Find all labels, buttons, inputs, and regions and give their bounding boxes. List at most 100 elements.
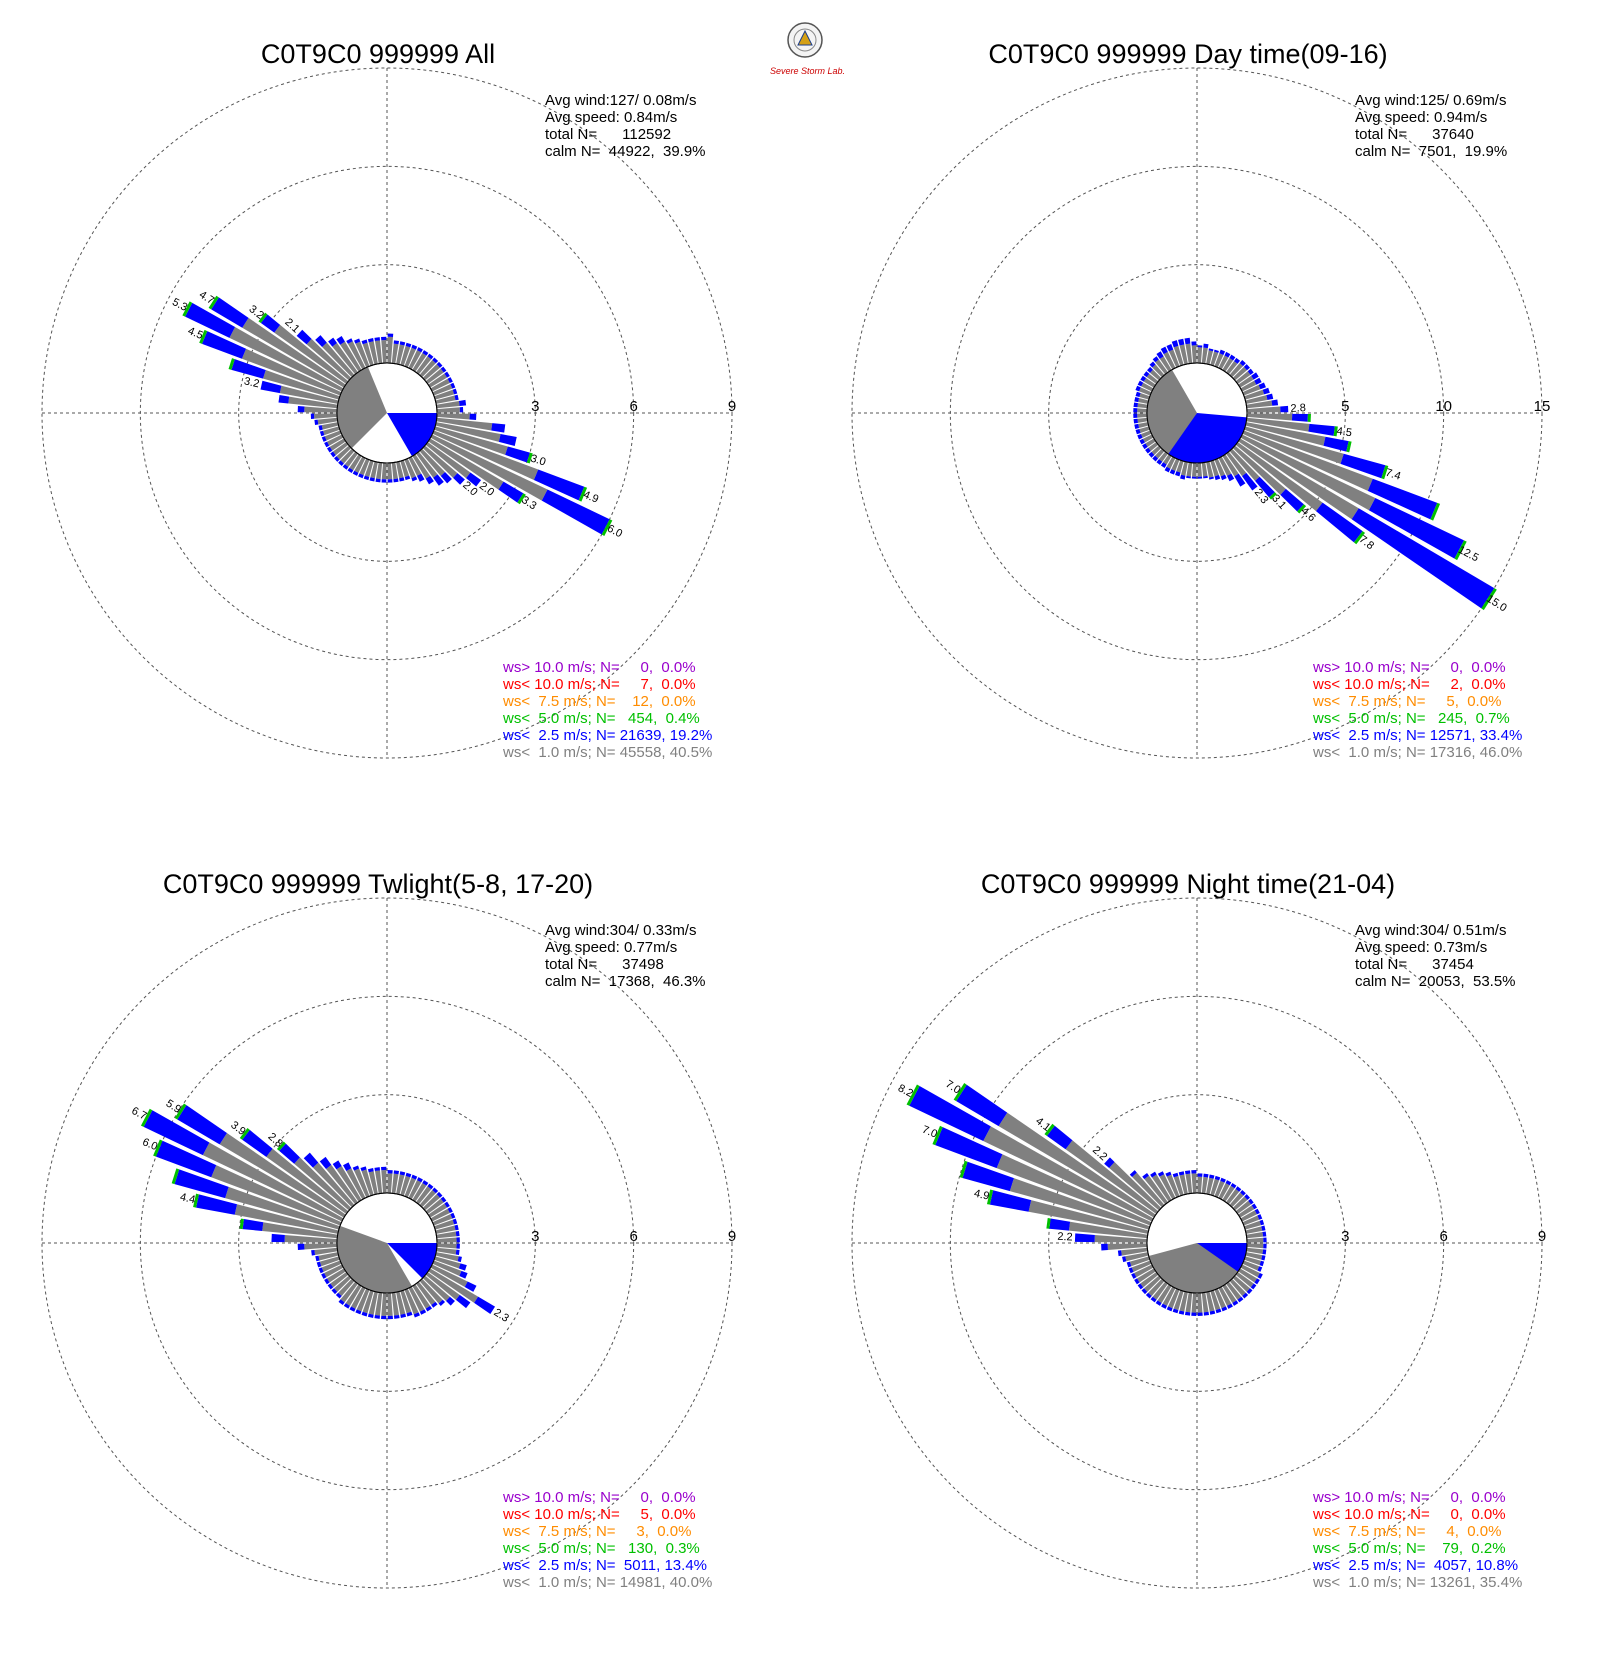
bar-slow: [364, 460, 374, 477]
bar-tip: [1046, 1218, 1051, 1229]
bar-slow: [1232, 1196, 1248, 1211]
stat-line: calm N= 7501, 19.9%: [1355, 143, 1507, 160]
bar-fast: [202, 331, 247, 359]
bar-fast: [455, 1249, 460, 1256]
bar-fast: [1251, 372, 1259, 380]
bar-tip: [953, 1083, 967, 1102]
bar-fast: [387, 333, 394, 338]
bar-fast: [1224, 351, 1231, 358]
bar-fast: [1133, 418, 1138, 424]
bar-fast: [1074, 1233, 1095, 1243]
bar-fast: [1149, 361, 1156, 368]
bar-fast: [454, 394, 459, 401]
bar-slow: [404, 1288, 419, 1315]
bar-slow: [1148, 1278, 1165, 1296]
bar-fast: [1316, 502, 1363, 543]
legend-entry: ws< 1.0 m/s; N= 14981, 40.0%: [502, 1574, 712, 1591]
bar-fast: [1160, 462, 1167, 468]
bar-slow: [376, 462, 383, 480]
bar-fast: [1226, 473, 1235, 482]
bar-fast: [343, 1162, 352, 1171]
bar-fast: [416, 473, 425, 482]
bar-fast: [311, 1249, 316, 1256]
bar-slow: [288, 396, 338, 409]
ring-label: 3: [531, 1228, 539, 1245]
wind-rose-panel-day: C0T9C0 999999 Day time(09-16) 5 10 15 2.8 4.5…: [810, 0, 1620, 830]
bar-fast: [1221, 1306, 1228, 1312]
bar-tip: [1346, 441, 1352, 453]
bar-fast: [1148, 451, 1155, 458]
bar-slow: [263, 370, 340, 400]
bar-fast: [1225, 1180, 1232, 1186]
bar-slow: [428, 438, 504, 490]
bar-slow: [1191, 1292, 1197, 1313]
bar-fast: [1140, 375, 1147, 382]
bar-slow: [241, 348, 342, 396]
bar-slow: [314, 1247, 338, 1256]
bar-tip: [1269, 492, 1277, 500]
bar-fast: [399, 1171, 406, 1176]
bar-fast: [1166, 344, 1174, 352]
bar-slow: [1139, 426, 1150, 433]
bar-fast: [1161, 1303, 1168, 1309]
bar-tip: [199, 329, 208, 344]
bar-slow: [1246, 1232, 1264, 1239]
bar-fast: [440, 472, 452, 484]
bar-fast: [338, 460, 344, 466]
bar-slow: [1222, 454, 1239, 477]
bar-fast: [450, 382, 456, 389]
bar-slow: [430, 1264, 468, 1287]
bar-fast: [1261, 1255, 1266, 1261]
bar-fast: [1262, 1231, 1267, 1237]
legend-entry: ws< 10.0 m/s; N= 0, 0.0%: [1312, 1506, 1506, 1523]
bar-slow: [1179, 1291, 1188, 1312]
bar-fast: [455, 1294, 471, 1309]
bar-tip: [986, 1189, 994, 1205]
bar-slow: [1244, 1256, 1261, 1266]
bar-fast: [459, 407, 464, 413]
bar-slow: [1166, 456, 1176, 469]
bar-slow: [1129, 1256, 1150, 1267]
bar-fast: [318, 1267, 324, 1274]
bar-slow: [1245, 395, 1268, 404]
bar-fast: [352, 470, 359, 476]
bar-slow: [202, 1142, 344, 1222]
bar-slow: [1214, 1288, 1226, 1309]
bar-slow: [1094, 1234, 1148, 1243]
bar-fast: [342, 464, 349, 470]
wind-rose-panel-night: C0T9C0 999999 Night time(21-04) 3 6 9 2.2 4.9…: [810, 830, 1620, 1660]
bar-fast: [1262, 387, 1270, 395]
bar-fast: [1135, 385, 1141, 392]
bar-fast: [352, 1165, 360, 1171]
bar-fast: [422, 1180, 429, 1186]
bar-slow: [408, 1286, 425, 1312]
bar-slow: [1138, 422, 1149, 428]
bar-slow: [396, 1174, 405, 1195]
bar-fast: [1209, 1174, 1215, 1179]
bar-slow: [1168, 349, 1180, 368]
bar-slow: [998, 1112, 1156, 1218]
bar-fast: [444, 371, 450, 378]
bar-slow: [1197, 462, 1203, 477]
bar-fast: [1251, 1203, 1258, 1210]
bar-fast: [1128, 1267, 1134, 1274]
bar-slow: [1214, 458, 1226, 477]
bar-fast: [1242, 1292, 1249, 1299]
bar-slow: [219, 1132, 346, 1218]
bar-fast: [1104, 1157, 1115, 1168]
bar-slow: [434, 1256, 461, 1269]
bar-slow: [1179, 1174, 1188, 1195]
legend-entry: ws> 10.0 m/s; N= 0, 0.0%: [502, 1489, 696, 1506]
bar-slow: [225, 1186, 340, 1230]
bar-label: 12.5: [1456, 544, 1481, 565]
bar-fast: [318, 425, 323, 431]
bar-fast: [315, 1255, 320, 1262]
bar-fast: [456, 1237, 460, 1243]
bar-slow: [1214, 1180, 1225, 1198]
ring-label: 9: [1538, 1228, 1546, 1245]
bar-slow: [1171, 458, 1180, 471]
bar-slow: [1132, 1172, 1165, 1208]
bar-tip: [1333, 426, 1338, 437]
bar-slow: [436, 1237, 457, 1243]
bar-slow: [306, 338, 352, 381]
